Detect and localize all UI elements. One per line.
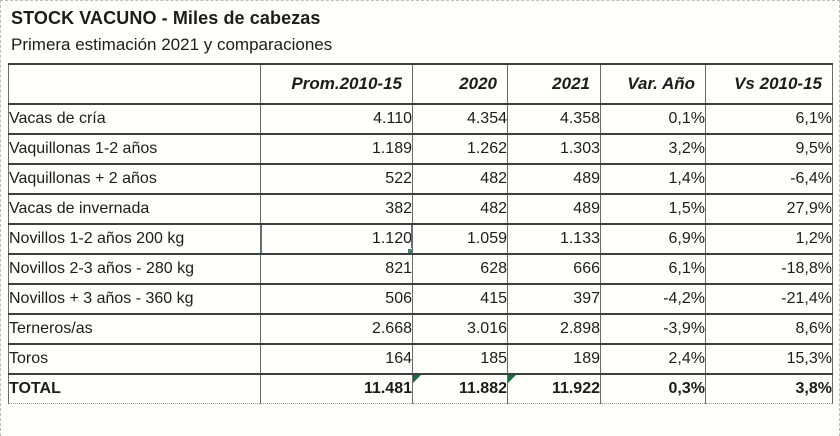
row-label[interactable]: Novillos + 3 años - 360 kg bbox=[8, 283, 261, 315]
row-label[interactable]: Terneros/as bbox=[8, 313, 261, 345]
cell-prom[interactable]: 1.189 bbox=[260, 133, 413, 165]
row-label[interactable]: Vacas de invernada bbox=[8, 193, 261, 225]
header-2020[interactable]: 2020 bbox=[412, 63, 508, 105]
cell-var[interactable]: 1,4% bbox=[600, 163, 706, 195]
cell-2021[interactable]: 489 bbox=[507, 193, 601, 225]
cell-prom[interactable]: 821 bbox=[260, 253, 413, 285]
page-subtitle: Primera estimación 2021 y comparaciones bbox=[11, 35, 333, 54]
table-row: Toros 164 185 189 2,4% 15,3% bbox=[8, 343, 833, 375]
selected-cell[interactable]: 1.120 bbox=[260, 223, 413, 255]
cell-vs[interactable]: 1,2% bbox=[705, 223, 833, 255]
total-prom[interactable]: 11.481 bbox=[260, 373, 413, 404]
row-label[interactable]: Vacas de cría bbox=[8, 103, 261, 135]
cell-var[interactable]: 6,9% bbox=[600, 223, 706, 255]
total-2021[interactable]: 11.922 bbox=[507, 373, 601, 404]
table-row: Novillos 1-2 años 200 kg 1.120 1.059 1.1… bbox=[8, 223, 833, 255]
cell-2020[interactable]: 482 bbox=[412, 193, 508, 225]
cell-vs[interactable]: 9,5% bbox=[705, 133, 833, 165]
cell-2020[interactable]: 4.354 bbox=[412, 103, 508, 135]
cell-2020[interactable]: 1.262 bbox=[412, 133, 508, 165]
cell-2020[interactable]: 3.016 bbox=[412, 313, 508, 345]
page-title: STOCK VACUNO - Miles de cabezas bbox=[11, 8, 321, 28]
cell-2021[interactable]: 397 bbox=[507, 283, 601, 315]
total-2020-value: 11.882 bbox=[458, 380, 507, 397]
header-prom-2010-15[interactable]: Prom.2010-15 bbox=[260, 63, 413, 105]
cell-prom[interactable]: 382 bbox=[260, 193, 413, 225]
cell-vs[interactable]: 15,3% bbox=[705, 343, 833, 375]
cell-2021[interactable]: 189 bbox=[507, 343, 601, 375]
header-row: Prom.2010-15 2020 2021 Var. Año Vs 2010-… bbox=[8, 63, 833, 105]
table-row: Novillos 2-3 años - 280 kg 821 628 666 6… bbox=[8, 253, 833, 285]
table-row: Vacas de cría 4.110 4.354 4.358 0,1% 6,1… bbox=[8, 103, 833, 135]
table-row: Vaquillonas 1-2 años 1.189 1.262 1.303 3… bbox=[8, 133, 833, 165]
stock-table: Prom.2010-15 2020 2021 Var. Año Vs 2010-… bbox=[8, 63, 833, 404]
table-row: Vaquillonas + 2 años 522 482 489 1,4% -6… bbox=[8, 163, 833, 195]
header-2021[interactable]: 2021 bbox=[507, 63, 601, 105]
cell-2021[interactable]: 2.898 bbox=[507, 313, 601, 345]
cell-var[interactable]: 0,1% bbox=[600, 103, 706, 135]
cell-prom[interactable]: 522 bbox=[260, 163, 413, 195]
header-vs-2010-15[interactable]: Vs 2010-15 bbox=[705, 63, 833, 105]
cell-warning-flag-icon bbox=[508, 375, 516, 383]
cell-vs[interactable]: -6,4% bbox=[705, 163, 833, 195]
cell-prom[interactable]: 164 bbox=[260, 343, 413, 375]
cell-var[interactable]: -3,9% bbox=[600, 313, 706, 345]
selected-cell-value: 1.120 bbox=[371, 230, 412, 247]
row-label[interactable]: Vaquillonas + 2 años bbox=[8, 163, 261, 195]
cell-vs[interactable]: 27,9% bbox=[705, 193, 833, 225]
table-row: Terneros/as 2.668 3.016 2.898 -3,9% 8,6% bbox=[8, 313, 833, 345]
cell-2021[interactable]: 1.303 bbox=[507, 133, 601, 165]
cell-2021[interactable]: 666 bbox=[507, 253, 601, 285]
cell-var[interactable]: 3,2% bbox=[600, 133, 706, 165]
header-var-ano[interactable]: Var. Año bbox=[600, 63, 706, 105]
cell-warning-flag-icon bbox=[413, 375, 421, 383]
cell-prom[interactable]: 4.110 bbox=[260, 103, 413, 135]
cell-vs[interactable]: 8,6% bbox=[705, 313, 833, 345]
fill-handle[interactable] bbox=[407, 248, 412, 252]
row-label[interactable]: Vaquillonas 1-2 años bbox=[8, 133, 261, 165]
total-row: TOTAL 11.481 11.882 11.922 0,3% 3,8% bbox=[8, 373, 833, 404]
table-row: Novillos + 3 años - 360 kg 506 415 397 -… bbox=[8, 283, 833, 315]
cell-var[interactable]: 1,5% bbox=[600, 193, 706, 225]
total-vs[interactable]: 3,8% bbox=[705, 373, 833, 404]
cell-vs[interactable]: -21,4% bbox=[705, 283, 833, 315]
cell-vs[interactable]: -18,8% bbox=[705, 253, 833, 285]
cell-var[interactable]: 6,1% bbox=[600, 253, 706, 285]
header-empty[interactable] bbox=[8, 63, 261, 105]
total-var[interactable]: 0,3% bbox=[600, 373, 706, 404]
total-label[interactable]: TOTAL bbox=[8, 373, 261, 404]
cell-2020[interactable]: 415 bbox=[412, 283, 508, 315]
cell-var[interactable]: 2,4% bbox=[600, 343, 706, 375]
cell-2021[interactable]: 1.133 bbox=[507, 223, 601, 255]
total-2021-value: 11.922 bbox=[551, 380, 600, 397]
cell-prom[interactable]: 506 bbox=[260, 283, 413, 315]
cell-vs[interactable]: 6,1% bbox=[705, 103, 833, 135]
cell-2021[interactable]: 4.358 bbox=[507, 103, 601, 135]
cell-2021[interactable]: 489 bbox=[507, 163, 601, 195]
cell-var[interactable]: -4,2% bbox=[600, 283, 706, 315]
cell-2020[interactable]: 482 bbox=[412, 163, 508, 195]
cell-prom[interactable]: 2.668 bbox=[260, 313, 413, 345]
table-row: Vacas de invernada 382 482 489 1,5% 27,9… bbox=[8, 193, 833, 225]
total-2020[interactable]: 11.882 bbox=[412, 373, 508, 404]
row-label[interactable]: Novillos 2-3 años - 280 kg bbox=[8, 253, 261, 285]
cell-2020[interactable]: 628 bbox=[412, 253, 508, 285]
cell-2020[interactable]: 1.059 bbox=[412, 223, 508, 255]
row-label[interactable]: Novillos 1-2 años 200 kg bbox=[8, 223, 261, 255]
cell-2020[interactable]: 185 bbox=[412, 343, 508, 375]
row-label[interactable]: Toros bbox=[8, 343, 261, 375]
